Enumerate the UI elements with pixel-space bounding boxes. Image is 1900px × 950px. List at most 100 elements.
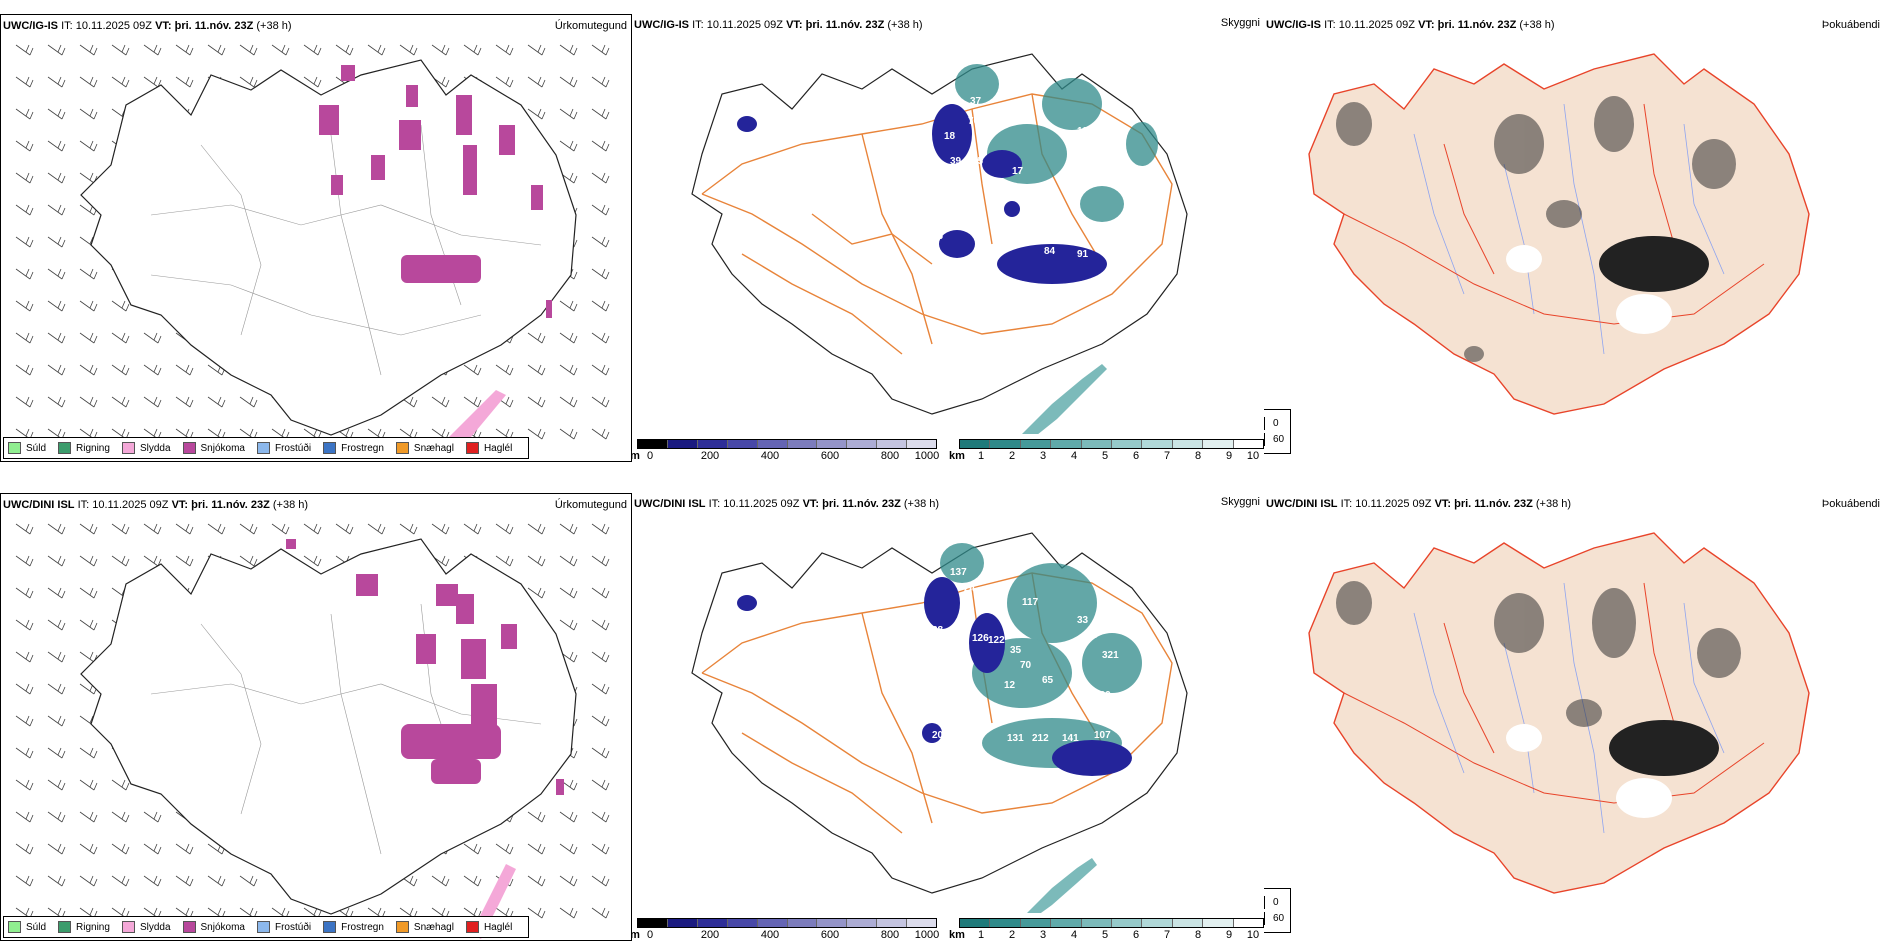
wind-barb — [143, 332, 162, 344]
wind-barb — [527, 396, 546, 408]
legend-item: Súld — [8, 921, 46, 933]
wind-barb — [47, 811, 66, 823]
legend-item: 60 — [1264, 912, 1284, 925]
ceiling-swatch — [727, 440, 758, 448]
ceiling-swatch — [638, 919, 668, 927]
fog-index-map — [1308, 532, 1810, 894]
model-name: UWC/DINI ISL — [1266, 498, 1338, 510]
roads-red — [1343, 582, 1765, 804]
ceiling-swatch — [787, 440, 818, 448]
wind-barb — [463, 843, 482, 855]
wind-barb — [559, 108, 578, 120]
legend-item: Haglél — [465, 442, 512, 454]
wind-barb — [79, 747, 98, 759]
visibility-unit: km — [949, 450, 965, 462]
fog-index-panel-row2: UWC/DINI ISL IT: 10.11.2025 09Z VT: þri.… — [1264, 493, 1900, 941]
panel-title: Skyggni — [1220, 496, 1260, 508]
wind-barb — [47, 747, 66, 759]
wind-barb — [207, 523, 226, 535]
ceiling-swatch — [907, 919, 937, 927]
visibility-colorbar: km 1 2 3 4 5 6 7 8 9 10 — [949, 918, 1264, 941]
wind-barb — [591, 108, 610, 120]
wind-barb — [47, 204, 66, 216]
ceiling-swatch — [757, 440, 788, 448]
wind-barb — [15, 332, 34, 344]
wind-barb — [591, 587, 610, 599]
wind-barb — [431, 396, 450, 408]
visibility-swatch — [1081, 919, 1113, 927]
legend-item: Snjókoma — [182, 921, 245, 933]
wind-barb — [47, 651, 66, 663]
vis-band — [1022, 364, 1107, 434]
fog-index-panel-row1: UWC/IG-IS IT: 10.11.2025 09Z VT: þri. 11… — [1264, 14, 1900, 462]
wind-barb — [495, 44, 514, 56]
wind-barb — [111, 364, 130, 376]
precip-type-legend: Súld Rigning Slydda Snjókoma Frostúði Fr… — [3, 916, 530, 938]
legend-item: Frostregn — [323, 442, 384, 454]
wind-barb — [559, 44, 578, 56]
wind-barb — [47, 523, 66, 535]
cloud-base-label: 55 — [972, 156, 984, 167]
visibility-swatch — [1142, 919, 1173, 927]
wind-barb — [559, 907, 578, 919]
wind-barb — [79, 364, 98, 376]
snow-areas — [319, 65, 552, 318]
precip-map — [15, 523, 610, 939]
wind-barb — [527, 523, 546, 535]
wind-barb — [495, 364, 514, 376]
visibility-swatch — [1233, 919, 1264, 927]
visibility-swatch — [1233, 440, 1264, 448]
wind-barb — [143, 523, 162, 535]
wind-barb — [527, 811, 546, 823]
wind-barb — [559, 428, 578, 440]
wind-barb — [79, 843, 98, 855]
legend-item: 0 — [1264, 896, 1284, 909]
visibility-swatch — [990, 919, 1021, 927]
wind-barb — [111, 555, 130, 567]
panel-title: Þokuábendi — [1821, 19, 1880, 31]
wind-barb — [591, 683, 610, 695]
wind-barb — [15, 683, 34, 695]
wind-barb — [143, 555, 162, 567]
ceiling-colorbar: m 0 200 400 600 800 1000 — [632, 918, 939, 941]
cloud-base-label: 28 — [932, 625, 944, 636]
ceiling-colorbar-swatches — [637, 918, 937, 928]
wind-barb — [431, 875, 450, 887]
wind-barb — [207, 396, 226, 408]
vt-value: þri. 11.nóv. 23Z — [174, 20, 254, 32]
cloud-base-label: 18 — [944, 131, 956, 142]
wind-barb — [79, 44, 98, 56]
legend-item: Snæhagl — [395, 442, 454, 454]
wind-barb — [303, 76, 322, 88]
wind-barb — [463, 396, 482, 408]
wind-barb — [591, 428, 610, 440]
wind-barb — [591, 364, 610, 376]
wind-barb — [47, 364, 66, 376]
legend-item: Snæhagl — [395, 921, 454, 933]
wind-barb — [79, 555, 98, 567]
wind-barb — [47, 683, 66, 695]
wind-barb — [495, 555, 514, 567]
wind-barb — [239, 396, 258, 408]
wind-barb — [79, 875, 98, 887]
visibility-swatch — [990, 440, 1021, 448]
wind-barb — [15, 555, 34, 567]
wind-barb — [591, 651, 610, 663]
wind-barb — [111, 76, 130, 88]
model-name: UWC/IG-IS — [1266, 19, 1321, 31]
lead-time: (+38 h) — [256, 20, 292, 32]
wind-barb — [15, 76, 34, 88]
wind-barb — [47, 268, 66, 280]
wind-barb — [15, 396, 34, 408]
cloud-base-label: 1 — [952, 271, 958, 282]
wind-barb — [559, 555, 578, 567]
wind-barb — [15, 108, 34, 120]
wind-barb — [591, 555, 610, 567]
visibility-colorbar-swatches — [959, 439, 1264, 449]
cloud-base-label: 12 — [932, 166, 944, 177]
ceiling-swatch — [667, 919, 698, 927]
visibility-swatch — [1020, 440, 1052, 448]
wind-barb — [335, 44, 354, 56]
wind-barb — [207, 44, 226, 56]
